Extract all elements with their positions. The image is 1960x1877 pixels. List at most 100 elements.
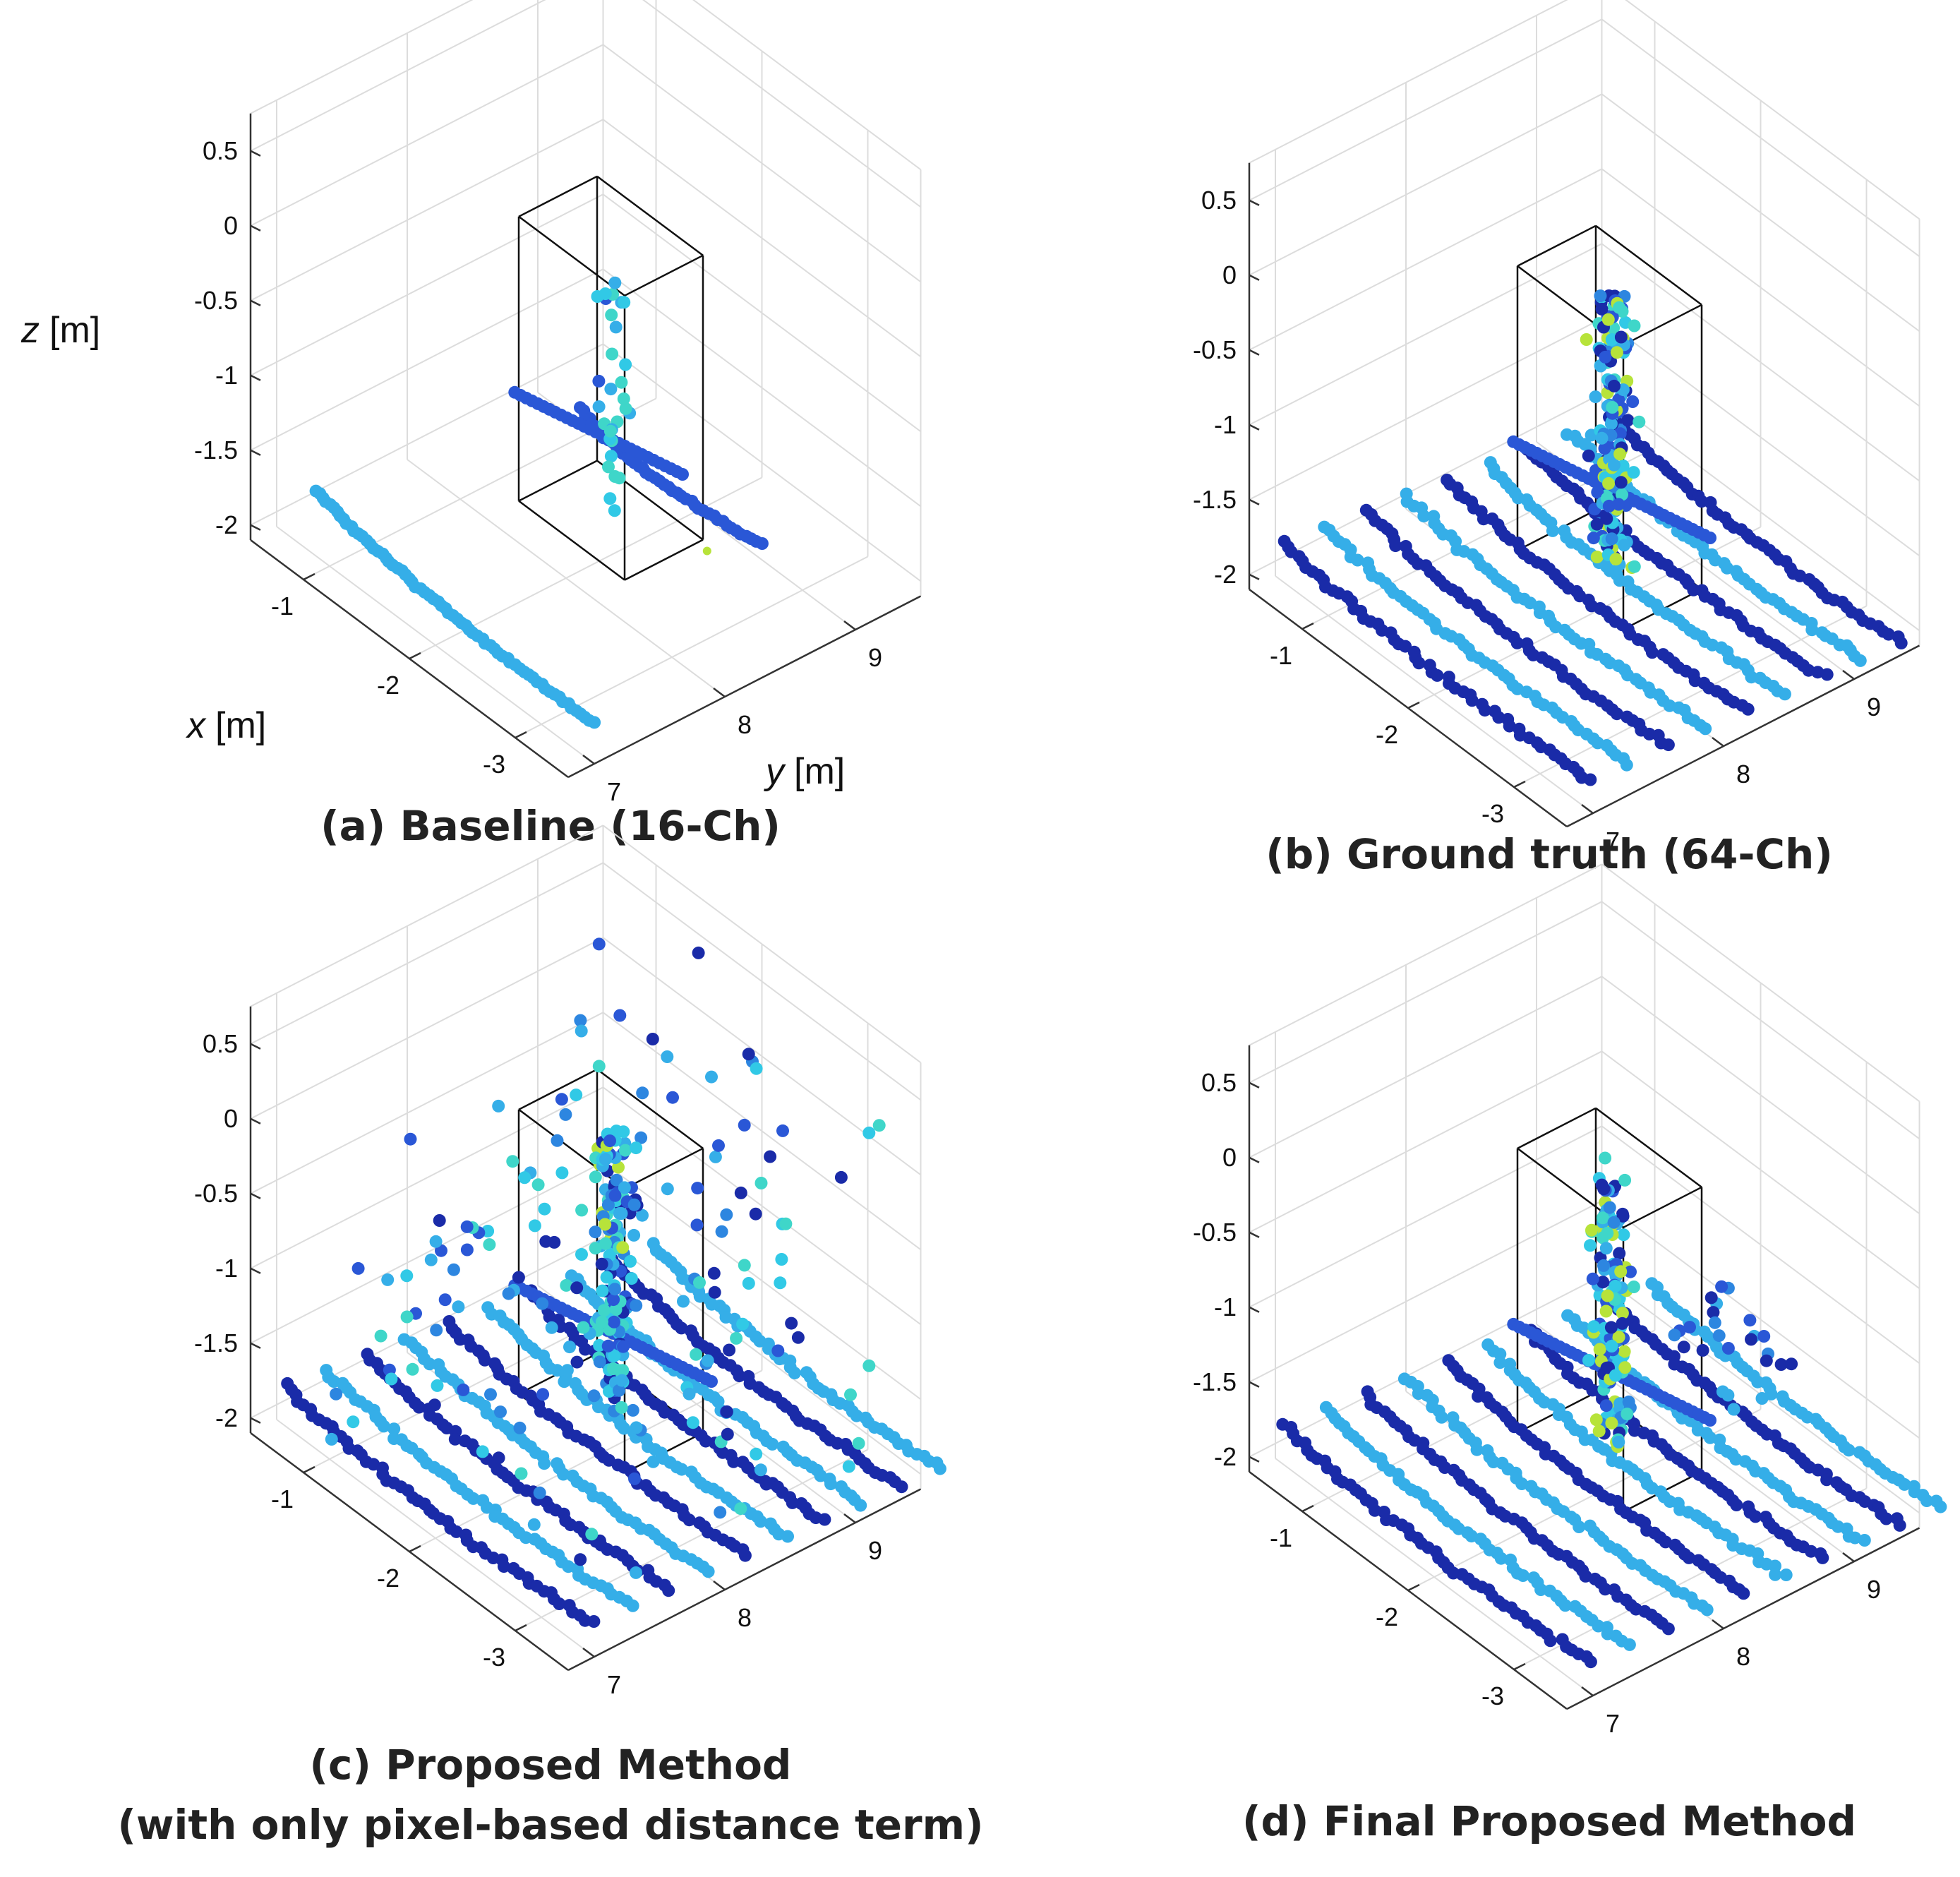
z-tick-label: -0.5 — [194, 1179, 238, 1208]
point — [447, 1263, 460, 1276]
point — [1601, 313, 1615, 326]
point — [1590, 551, 1604, 563]
point — [618, 1144, 632, 1157]
point — [1820, 668, 1834, 681]
y-tick-label: 7 — [607, 777, 621, 806]
point — [452, 1300, 465, 1314]
point — [636, 1086, 649, 1100]
point — [1749, 1510, 1762, 1523]
point — [555, 1166, 569, 1180]
point — [824, 1477, 837, 1491]
point — [608, 504, 621, 517]
z-tick-mark — [250, 374, 261, 381]
point — [1704, 1414, 1716, 1427]
z-tick-label: -2 — [215, 510, 238, 539]
point — [1582, 449, 1595, 462]
point — [705, 1375, 718, 1388]
grid-line — [250, 119, 603, 301]
point — [1546, 524, 1559, 537]
point — [604, 383, 618, 396]
grid-line — [602, 119, 922, 358]
point — [1880, 1512, 1893, 1525]
panel-caption: (c) Proposed Method — [310, 1741, 792, 1789]
point — [608, 1349, 621, 1362]
point — [574, 1553, 587, 1566]
point — [1618, 539, 1631, 552]
point — [603, 424, 617, 438]
point — [1510, 636, 1524, 649]
point — [1741, 702, 1755, 716]
point — [754, 1515, 767, 1528]
grid-line — [250, 0, 474, 114]
point — [635, 1131, 648, 1144]
z-tick-label: 0.5 — [1201, 1068, 1237, 1097]
point — [636, 1209, 649, 1222]
point — [844, 1388, 857, 1401]
point — [1617, 1228, 1630, 1242]
bounding-box-edge — [518, 460, 598, 502]
point — [1597, 1276, 1610, 1289]
point — [1745, 1333, 1757, 1346]
grid-line — [1249, 1275, 1602, 1458]
z-tick-mark — [250, 150, 261, 157]
point — [1595, 431, 1609, 445]
point — [1727, 1403, 1740, 1416]
grid-line — [602, 1012, 922, 1251]
point — [707, 1266, 721, 1280]
point — [385, 1372, 398, 1386]
z-tick-mark — [250, 1417, 261, 1424]
point — [592, 1060, 606, 1073]
point — [608, 1283, 622, 1296]
point — [448, 1432, 462, 1446]
point — [1600, 512, 1613, 525]
point — [438, 1293, 452, 1307]
point — [1934, 1500, 1947, 1513]
point — [1612, 1331, 1625, 1344]
point — [400, 1310, 414, 1324]
x-tick-mark — [409, 1545, 421, 1553]
point — [1721, 1389, 1735, 1402]
y-tick-label: 7 — [1606, 827, 1620, 856]
point — [1894, 637, 1908, 649]
z-tick-mark — [1249, 1456, 1260, 1463]
grid-line — [1249, 168, 1602, 351]
point — [1558, 1599, 1572, 1612]
grid-line — [1249, 0, 1568, 164]
z-tick-label: -0.5 — [1193, 1218, 1237, 1247]
point — [1601, 1289, 1614, 1302]
grid-line — [1601, 318, 1920, 557]
point — [429, 1235, 443, 1248]
point — [1616, 1209, 1630, 1223]
point — [498, 1560, 510, 1573]
point — [1516, 1569, 1529, 1582]
x-axis-label: x [m] — [185, 705, 266, 746]
bounding-box-edge — [518, 1068, 598, 1110]
z-tick-mark — [250, 299, 261, 306]
point — [1743, 1314, 1757, 1327]
grid-line — [642, 0, 922, 208]
point — [738, 1118, 751, 1132]
point — [1858, 1534, 1871, 1547]
point — [577, 1321, 590, 1334]
point — [692, 946, 705, 959]
x-tick-mark — [515, 731, 527, 739]
point — [589, 1242, 602, 1255]
point — [424, 1253, 438, 1266]
point — [531, 1178, 545, 1192]
z-tick-mark — [1249, 1381, 1260, 1388]
point — [764, 1150, 777, 1163]
point — [604, 450, 618, 463]
point — [1580, 333, 1593, 346]
point — [702, 1565, 715, 1578]
z-tick-label: -1.5 — [194, 436, 238, 464]
point — [553, 1597, 566, 1610]
z-tick-mark — [250, 524, 261, 531]
point — [589, 1225, 602, 1239]
grid-line — [1601, 901, 1920, 1140]
grid-line — [250, 1012, 603, 1194]
point — [618, 1181, 631, 1194]
point — [675, 1463, 688, 1476]
point — [676, 468, 689, 481]
point — [494, 1405, 507, 1419]
point — [1628, 319, 1641, 332]
